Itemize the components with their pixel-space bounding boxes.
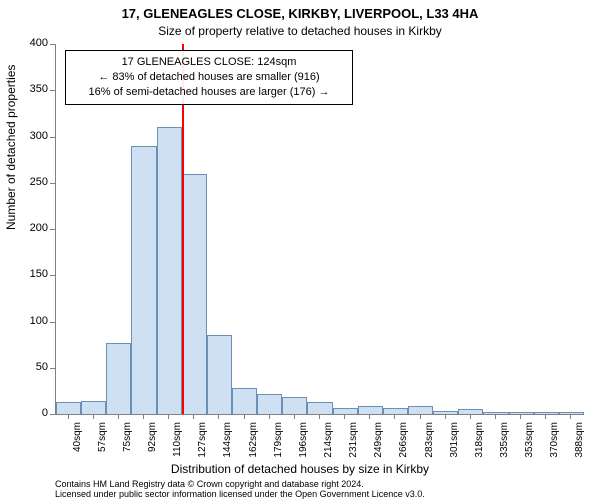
y-tick-mark <box>50 90 55 91</box>
x-tick-mark <box>93 414 94 419</box>
x-tick-label: 92sqm <box>147 422 158 466</box>
y-tick-mark <box>50 322 55 323</box>
y-tick-label: 100 <box>8 315 48 327</box>
x-tick-mark <box>68 414 69 419</box>
y-tick-label: 0 <box>8 407 48 419</box>
x-tick-mark <box>394 414 395 419</box>
x-tick-mark <box>193 414 194 419</box>
histogram-bar <box>458 409 483 414</box>
histogram-bar <box>207 335 232 414</box>
histogram-bar <box>282 397 307 414</box>
y-tick-label: 300 <box>8 130 48 142</box>
x-tick-label: 318sqm <box>474 422 485 466</box>
histogram-bar <box>81 401 106 414</box>
y-tick-mark <box>50 368 55 369</box>
x-tick-mark <box>294 414 295 419</box>
y-tick-mark <box>50 229 55 230</box>
y-tick-mark <box>50 44 55 45</box>
histogram-bar <box>182 174 207 415</box>
y-tick-mark <box>50 414 55 415</box>
histogram-bar <box>408 406 433 414</box>
y-tick-mark <box>50 183 55 184</box>
x-tick-mark <box>168 414 169 419</box>
x-tick-mark <box>344 414 345 419</box>
x-tick-mark <box>319 414 320 419</box>
histogram-bar <box>106 343 131 414</box>
x-tick-label: 370sqm <box>549 422 560 466</box>
x-tick-label: 127sqm <box>197 422 208 466</box>
histogram-bar <box>358 406 383 414</box>
x-tick-label: 144sqm <box>222 422 233 466</box>
x-tick-label: 179sqm <box>273 422 284 466</box>
x-tick-label: 301sqm <box>449 422 460 466</box>
histogram-bar <box>131 146 156 414</box>
y-tick-label: 200 <box>8 222 48 234</box>
x-tick-label: 283sqm <box>424 422 435 466</box>
y-tick-mark <box>50 137 55 138</box>
x-tick-mark <box>570 414 571 419</box>
annotation-line3: 16% of semi-detached houses are larger (… <box>74 85 344 100</box>
x-tick-mark <box>269 414 270 419</box>
x-tick-mark <box>118 414 119 419</box>
x-tick-mark <box>420 414 421 419</box>
x-tick-label: 162sqm <box>248 422 259 466</box>
footer-attribution: Contains HM Land Registry data © Crown c… <box>55 480 425 500</box>
x-tick-label: 249sqm <box>373 422 384 466</box>
x-tick-label: 214sqm <box>323 422 334 466</box>
histogram-bar <box>257 394 282 414</box>
y-tick-label: 250 <box>8 176 48 188</box>
x-tick-label: 266sqm <box>398 422 409 466</box>
y-tick-label: 150 <box>8 268 48 280</box>
x-tick-mark <box>445 414 446 419</box>
x-tick-label: 75sqm <box>122 422 133 466</box>
x-tick-label: 196sqm <box>298 422 309 466</box>
x-tick-label: 110sqm <box>172 422 183 466</box>
histogram-bar <box>157 127 182 414</box>
x-tick-label: 388sqm <box>574 422 585 466</box>
annotation-box: 17 GLENEAGLES CLOSE: 124sqm ← 83% of det… <box>65 50 353 105</box>
y-tick-mark <box>50 275 55 276</box>
x-tick-mark <box>470 414 471 419</box>
chart-container: 17, GLENEAGLES CLOSE, KIRKBY, LIVERPOOL,… <box>0 0 600 500</box>
annotation-line2: ← 83% of detached houses are smaller (91… <box>74 70 344 85</box>
y-tick-label: 400 <box>8 37 48 49</box>
x-tick-mark <box>244 414 245 419</box>
x-tick-mark <box>495 414 496 419</box>
histogram-bar <box>433 411 458 414</box>
histogram-bar <box>232 388 257 414</box>
annotation-line1: 17 GLENEAGLES CLOSE: 124sqm <box>74 55 344 70</box>
x-axis-label: Distribution of detached houses by size … <box>0 462 600 476</box>
histogram-bar <box>56 402 81 414</box>
histogram-bar <box>307 402 332 414</box>
x-tick-mark <box>218 414 219 419</box>
x-tick-label: 57sqm <box>97 422 108 466</box>
y-tick-label: 50 <box>8 361 48 373</box>
chart-subtitle: Size of property relative to detached ho… <box>0 24 600 38</box>
footer-line2: Licensed under public sector information… <box>55 490 425 500</box>
x-tick-label: 335sqm <box>499 422 510 466</box>
x-tick-mark <box>369 414 370 419</box>
x-tick-label: 40sqm <box>72 422 83 466</box>
y-tick-label: 350 <box>8 83 48 95</box>
x-tick-label: 231sqm <box>348 422 359 466</box>
x-tick-mark <box>520 414 521 419</box>
chart-title: 17, GLENEAGLES CLOSE, KIRKBY, LIVERPOOL,… <box>0 6 600 21</box>
x-tick-mark <box>545 414 546 419</box>
x-tick-mark <box>143 414 144 419</box>
x-tick-label: 353sqm <box>524 422 535 466</box>
